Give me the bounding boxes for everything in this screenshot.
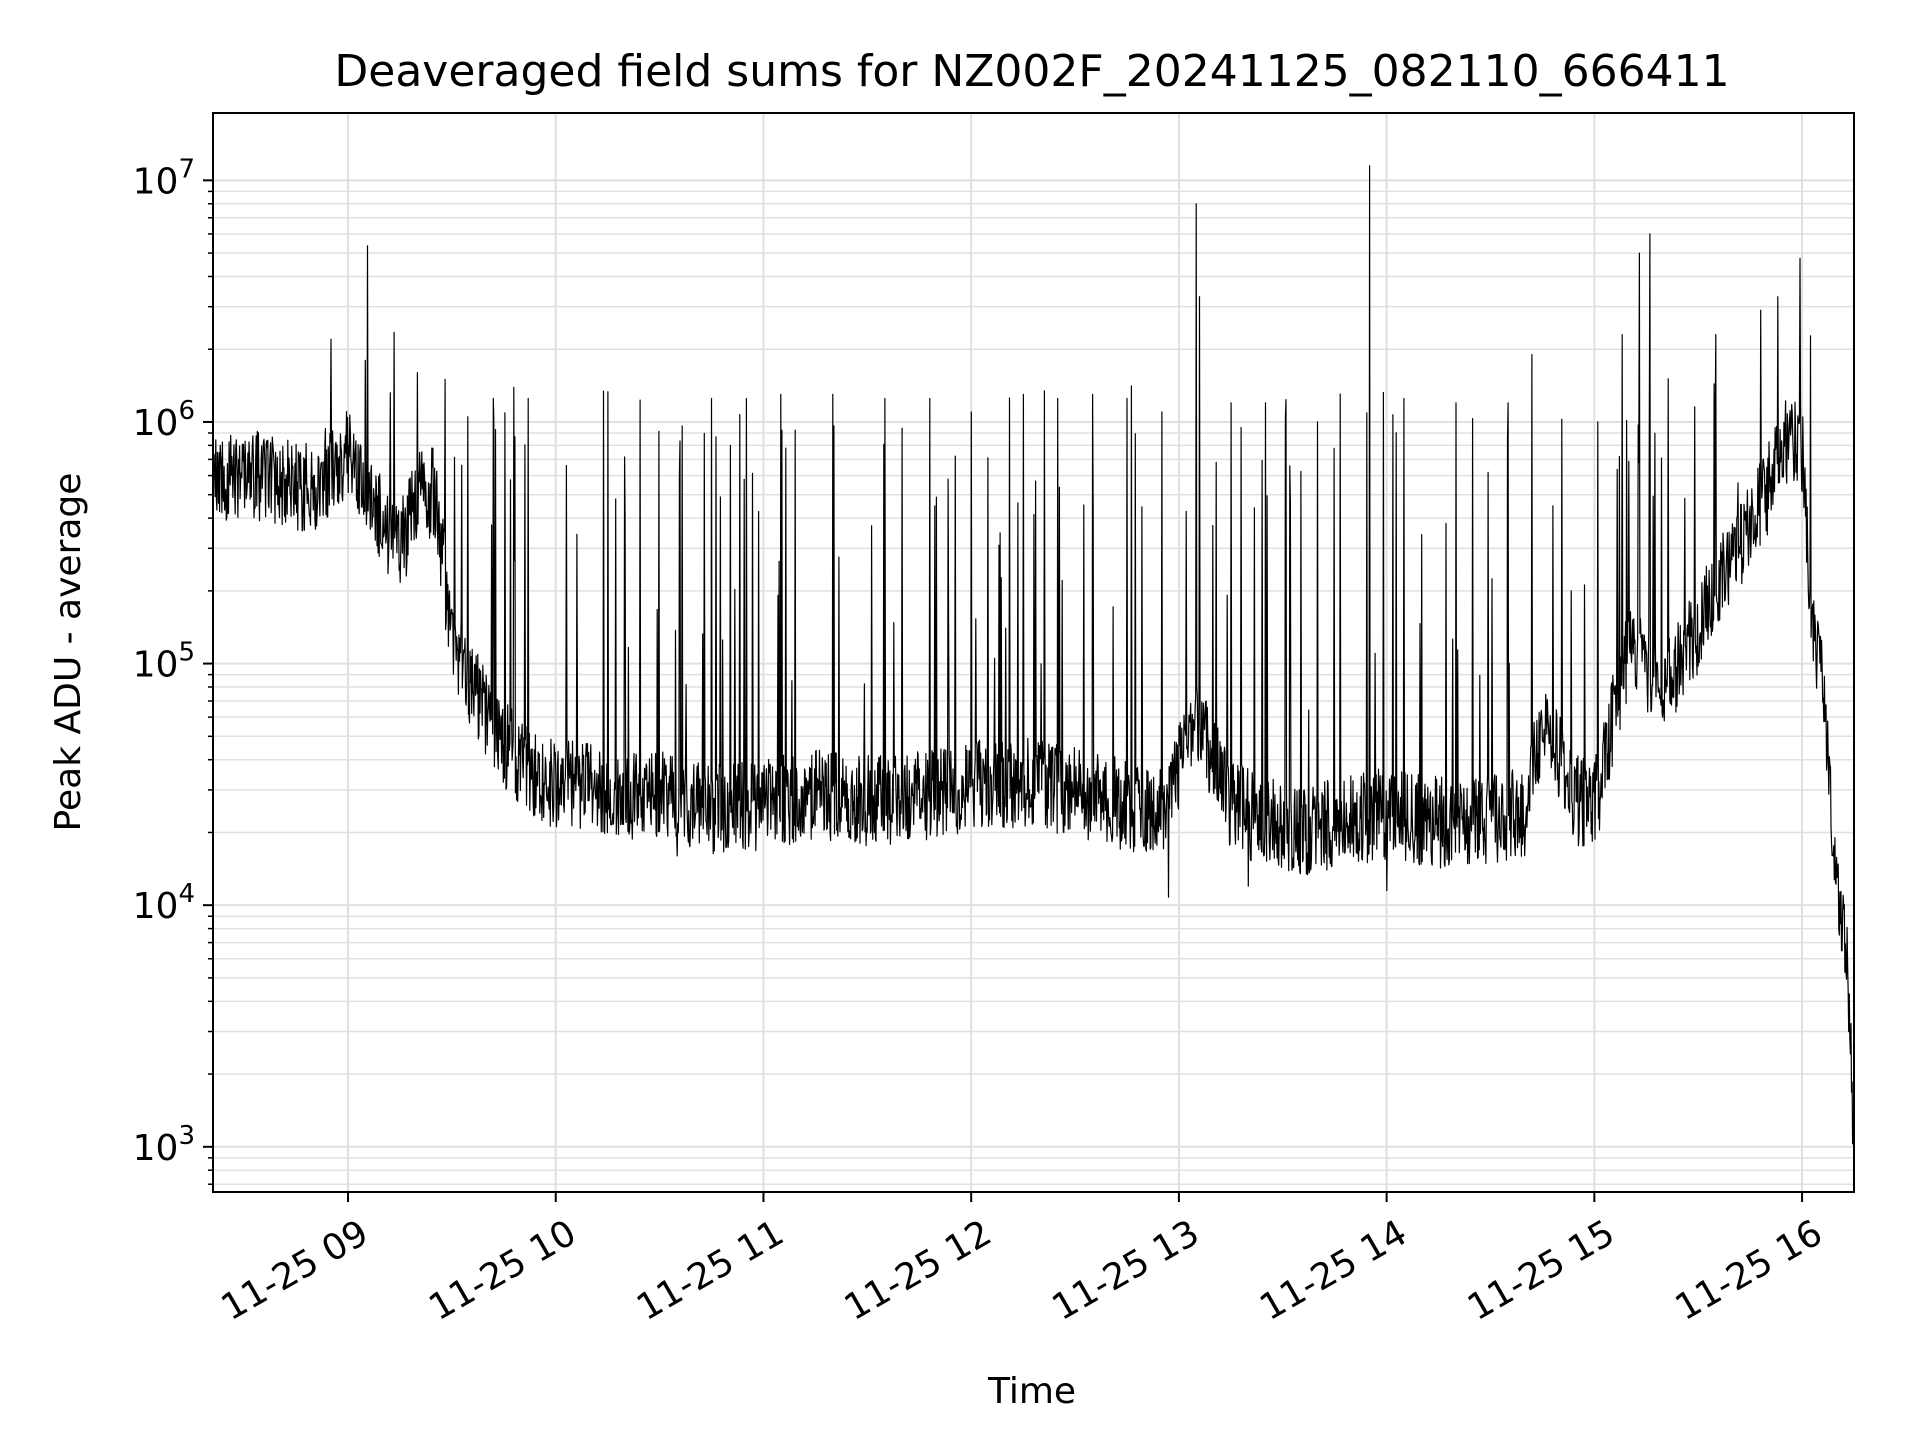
y-tick-label: 103	[133, 1121, 195, 1169]
y-tick-label: 105	[133, 638, 195, 686]
plot-frame	[212, 112, 1855, 1193]
y-axis-label: Peak ADU - average	[48, 473, 89, 832]
chart-title: Deaveraged field sums for NZ002F_2024112…	[334, 46, 1729, 97]
y-tick-label: 107	[133, 154, 195, 202]
x-axis-label: Time	[987, 1371, 1076, 1412]
y-tick-label: 106	[133, 396, 195, 444]
y-axis: 103 104 105 106 107	[133, 154, 213, 1185]
series-layer	[212, 165, 1855, 1147]
series-line	[212, 165, 1855, 1147]
y-tick-label: 104	[133, 879, 195, 927]
